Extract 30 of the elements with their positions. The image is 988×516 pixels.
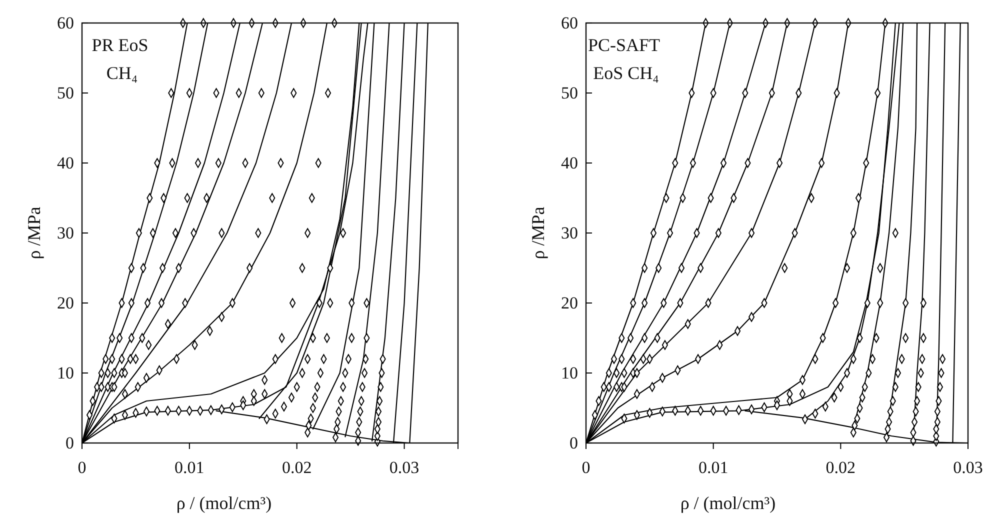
x-tick-label: 0.01 [174,458,204,478]
y-tick-label: 0 [66,433,74,452]
y-tick-label: 10 [561,363,578,382]
y-tick-label: 40 [561,153,578,172]
y-tick-label: 0 [570,433,578,452]
annotation: CH₄ [106,63,138,83]
y-tick-label: 20 [57,293,74,312]
x-tick-label: 0.03 [953,458,983,478]
y-tick-label: 60 [57,13,74,32]
x-tick-label: 0 [78,458,86,478]
x-tick-label: 0.01 [698,458,728,478]
y-tick-label: 10 [57,363,74,382]
x-tick-label: 0.02 [282,458,312,478]
y-axis-title: ρ /MPa [24,206,44,260]
x-tick-label: 0.02 [826,458,856,478]
x-axis-title: ρ / (mol/cm³) [176,493,272,513]
y-tick-label: 40 [57,153,74,172]
x-tick-label: 0 [582,458,590,478]
annotation: PR EoS [92,35,148,55]
annotation: PC-SAFT [588,35,660,55]
y-tick-label: 30 [561,223,578,242]
y-tick-label: 30 [57,223,74,242]
y-tick-label: 20 [561,293,578,312]
y-axis-title: ρ /MPa [528,206,548,260]
annotation: EoS CH₄ [593,63,659,83]
y-tick-label: 50 [57,83,74,102]
y-tick-label: 60 [561,13,578,32]
x-tick-label: 0.03 [389,458,420,478]
y-tick-label: 50 [561,83,578,102]
x-axis-title: ρ / (mol/cm³) [680,493,776,513]
